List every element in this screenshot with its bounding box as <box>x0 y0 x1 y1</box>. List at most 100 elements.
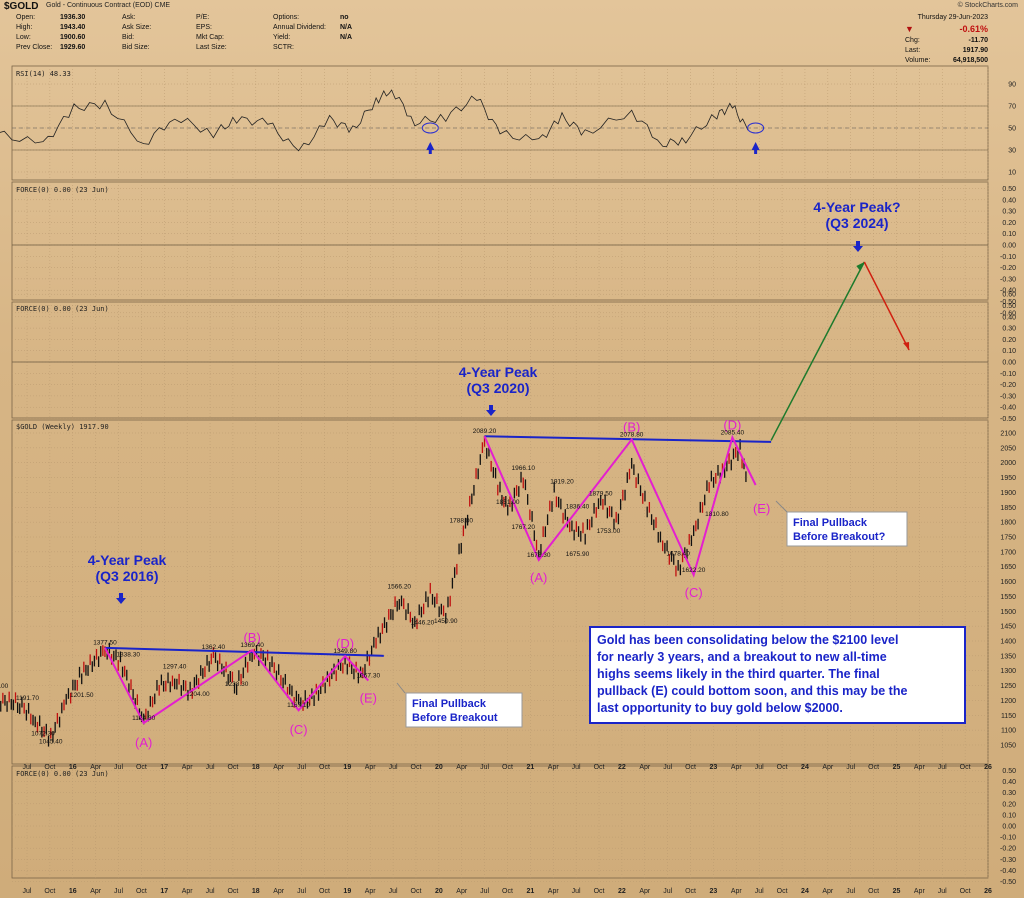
price-tick-label: 1750 <box>1000 535 1016 542</box>
force-tick-label: 0.30 <box>1002 326 1016 333</box>
price-tick-label: 1650 <box>1000 564 1016 571</box>
force-tick-label: 0.10 <box>1002 231 1016 238</box>
x-tick-label: Jul <box>938 764 947 771</box>
x-tick-label: Jul <box>23 764 32 771</box>
force-tick-label: 0.50 <box>1002 186 1016 193</box>
force-tick-label: 0.20 <box>1002 801 1016 808</box>
credit-text: © StockCharts.com <box>957 2 1018 9</box>
x-tick-label: 18 <box>252 888 260 895</box>
peak-annotation: (Q3 2024) <box>825 215 888 231</box>
force-tick-label: -0.30 <box>1000 857 1016 864</box>
price-value-label: 1267.30 <box>357 672 381 679</box>
price-value-label: 1167.10 <box>287 702 310 709</box>
field-label: P/E: <box>196 14 210 21</box>
peak-annotation: 4-Year Peak <box>88 552 167 568</box>
x-tick-label: Jul <box>663 764 672 771</box>
price-tick-label: 2100 <box>1000 431 1016 438</box>
rsi-tick-label: 50 <box>1008 126 1016 133</box>
x-tick-label: 20 <box>435 764 443 771</box>
rsi-tick-label: 30 <box>1008 148 1016 155</box>
x-tick-label: 16 <box>69 764 77 771</box>
x-tick-label: 19 <box>343 888 351 895</box>
force-tick-label: -0.40 <box>1000 405 1016 412</box>
elliott-wave-line <box>483 434 757 578</box>
rsi-tick-label: 90 <box>1008 82 1016 89</box>
callout-pointer <box>775 500 788 513</box>
field-label: Annual Dividend: <box>273 24 326 31</box>
x-tick-label: Jul <box>572 888 581 895</box>
x-tick-label: Oct <box>960 888 971 895</box>
field-label: Low: <box>16 34 31 41</box>
price-tick-label: 1350 <box>1000 653 1016 660</box>
x-tick-label: Apr <box>365 764 377 771</box>
force-tick-label: -0.10 <box>1000 254 1016 261</box>
projection-down-line <box>863 261 910 351</box>
force-tick-label: -0.30 <box>1000 393 1016 400</box>
x-tick-label: Oct <box>411 888 422 895</box>
force-tick-label: -0.20 <box>1000 382 1016 389</box>
rsi-panel-label: RSI(14) 48.33 <box>16 70 71 78</box>
price-value-label: 1879.50 <box>589 491 613 498</box>
x-tick-label: Oct <box>868 888 879 895</box>
price-value-label: 1072.30 <box>31 730 55 737</box>
x-tick-label: Oct <box>136 888 147 895</box>
x-tick-label: Jul <box>114 888 123 895</box>
x-tick-label: Jul <box>480 888 489 895</box>
force-tick-label: 0.40 <box>1002 779 1016 786</box>
price-tick-label: 1700 <box>1000 549 1016 556</box>
field-label: Mkt Cap: <box>196 34 225 41</box>
resistance-trend-line <box>484 435 772 443</box>
x-tick-label: Apr <box>914 764 926 771</box>
x-tick-label: 19 <box>343 764 351 771</box>
x-tick-label: Oct <box>777 764 788 771</box>
price-value-label: 1204.00 <box>186 691 210 698</box>
x-tick-label: Apr <box>273 764 285 771</box>
x-tick-label: 25 <box>893 888 901 895</box>
x-tick-label: Apr <box>914 888 926 895</box>
price-tick-label: 1050 <box>1000 743 1016 750</box>
x-tick-label: Oct <box>777 888 788 895</box>
field-label: Bid Size: <box>122 44 150 51</box>
price-value-label: 1201.50 <box>70 692 94 699</box>
force-tick-label: -0.20 <box>1000 265 1016 272</box>
x-tick-label: Oct <box>227 764 238 771</box>
x-tick-label: Oct <box>502 764 513 771</box>
x-tick-label: Apr <box>548 764 560 771</box>
price-tick-label: 1550 <box>1000 594 1016 601</box>
price-value-label: 1966.10 <box>511 465 535 472</box>
force-tick-label: -0.50 <box>1000 299 1016 306</box>
wave-label: (A) <box>135 735 152 750</box>
price-value-label: 2085.40 <box>721 429 745 436</box>
projection-up-arrowhead <box>856 262 865 271</box>
up-arrow-icon <box>751 142 760 154</box>
x-tick-label: Apr <box>90 888 102 895</box>
projection-down-arrowhead <box>903 342 910 350</box>
x-tick-label: Oct <box>868 764 879 771</box>
wave-label: (D) <box>723 417 741 432</box>
x-tick-label: Jul <box>389 888 398 895</box>
force-panel-label: FORCE(0) 0.00 (23 Jun) <box>16 186 109 194</box>
x-tick-label: Oct <box>960 764 971 771</box>
note-text: highs seems likely in the third quarter.… <box>597 667 880 681</box>
wave-label: (E) <box>753 501 770 516</box>
price-tick-label: 1200 <box>1000 698 1016 705</box>
force-tick-label: 0.00 <box>1002 243 1016 250</box>
price-value-label: 2089.20 <box>473 428 497 435</box>
x-tick-label: Apr <box>731 888 743 895</box>
price-value-label: 1450.90 <box>434 618 458 625</box>
x-tick-label: Oct <box>44 764 55 771</box>
note-text: pullback (E) could bottom soon, and this… <box>597 684 907 698</box>
price-value-label: 1349.80 <box>333 648 357 655</box>
quote-date: Thursday 29-Jun-2023 <box>917 14 988 21</box>
x-tick-label: Apr <box>182 888 194 895</box>
force-tick-label: 0.30 <box>1002 790 1016 797</box>
price-tick-label: 2050 <box>1000 445 1016 452</box>
x-tick-label: 25 <box>893 764 901 771</box>
field-value: no <box>340 14 349 21</box>
price-tick-label: 1300 <box>1000 668 1016 675</box>
price-tick-label: 1400 <box>1000 639 1016 646</box>
force-tick-label: -0.50 <box>1000 879 1016 886</box>
x-tick-label: 18 <box>252 764 260 771</box>
